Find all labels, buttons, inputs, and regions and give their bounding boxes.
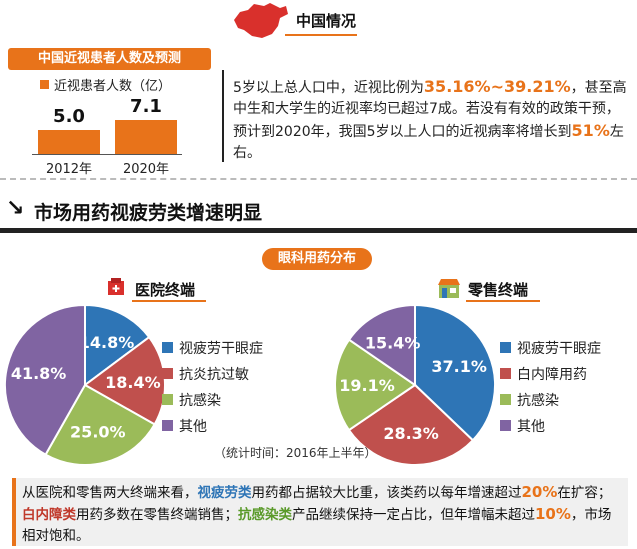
- hospital-legend-swatch-3: [162, 420, 173, 431]
- overview-text: 5岁以上总人口中，近视比例为35.16%~39.21%，甚至高中生和大学生的近视…: [233, 76, 628, 164]
- summary-f: ，市场相对饱和。: [22, 507, 612, 544]
- overview-text-c: 左右。: [233, 124, 624, 161]
- hospital-legend-label-1: 抗炎抗过敏: [179, 367, 249, 383]
- retail-slice-0: [414, 303, 496, 442]
- hospital-legend-label-2: 抗感染: [179, 393, 221, 409]
- retail-legend-label-0: 视疲劳干眼症: [517, 341, 601, 357]
- hospital-slice-3: [4, 303, 86, 456]
- summary-a: 从医院和零售两大终端来看，: [22, 485, 198, 501]
- summary-c: 在扩容；: [557, 485, 612, 501]
- section-title: 市场用药视疲劳类增速明显: [34, 202, 263, 224]
- summary-hl-anti-infection: 抗感染类: [238, 507, 292, 523]
- hospital-legend-label-0: 视疲劳干眼症: [179, 341, 263, 357]
- summary-hl-fatigue: 视疲劳类: [197, 485, 252, 501]
- summary-d: 用药多数在零售终端销售；: [76, 507, 238, 523]
- bar-value-label-0: 5.0: [53, 106, 85, 128]
- hospital-legend-swatch-1: [162, 368, 173, 379]
- summary-b: 用药都占据较大比重，该类药以每年增速超过: [251, 485, 522, 501]
- summary-hl-cataract: 白内障类: [22, 507, 76, 523]
- hospital-slice-2: [44, 383, 156, 466]
- title-underline: [285, 34, 357, 36]
- section-underline: [0, 228, 637, 233]
- forecast-badge: 中国近视患者人数及预测: [8, 48, 211, 70]
- retail-legend-swatch-1: [500, 368, 511, 379]
- retail-slice-2: [334, 338, 417, 432]
- retail-slice-3: [347, 303, 416, 387]
- bar-axis: [32, 154, 182, 155]
- china-map-icon: [234, 3, 288, 38]
- bar-0: [38, 130, 100, 154]
- summary-text: 从医院和零售两大终端来看，视疲劳类用药都占据较大比重，该类药以每年增速超过20%…: [22, 482, 620, 547]
- bar-value-label-1: 7.1: [130, 96, 162, 117]
- retail-value-label-1: 28.3%: [383, 424, 439, 443]
- overview-text-b: ，甚至高中生和大学生的近视率均已超过7成。若没有有效的政策干预，预计到2020年…: [233, 80, 627, 140]
- hospital-terminal-title: 医院终端: [135, 281, 196, 299]
- hospital-value-label-2: 25.0%: [70, 422, 126, 441]
- summary-hl-20: 20%: [521, 483, 558, 501]
- retail-slice-1: [347, 383, 475, 466]
- retail-terminal-title: 零售终端: [468, 281, 529, 299]
- bar-category-label-1: 2020年: [122, 162, 170, 177]
- hospital-legend-label-3: 其他: [179, 419, 207, 435]
- page-title: 中国情况: [296, 12, 357, 30]
- retail-title-underline: [466, 300, 540, 302]
- summary-e: 产品继续保持一定占比，但年增幅未超过: [292, 507, 535, 523]
- hospital-value-label-0: 14.8%: [79, 333, 135, 352]
- distribution-badge: 眼科用药分布: [262, 248, 372, 270]
- retail-legend-label-1: 白内障用药: [517, 367, 587, 383]
- bar-legend-label: 近视患者人数（亿）: [54, 79, 172, 94]
- hospital-icon: [108, 278, 124, 295]
- hospital-pie-chart: 14.8% 18.4% 25.0% 41.8%: [4, 303, 166, 466]
- bar-category-label-0: 2012年: [45, 162, 93, 177]
- retail-pie-chart: 37.1% 28.3% 19.1% 15.4%: [334, 303, 496, 466]
- retail-legend-swatch-2: [500, 394, 511, 405]
- section-divider: [0, 178, 637, 180]
- store-icon: [438, 279, 460, 298]
- overview-text-box: [222, 70, 626, 162]
- hospital-slice-1: [83, 335, 166, 426]
- retail-legend-swatch-0: [500, 342, 511, 353]
- hospital-legend-swatch-0: [162, 342, 173, 353]
- retail-value-label-2: 19.1%: [339, 376, 395, 395]
- retail-legend-label-3: 其他: [517, 419, 545, 435]
- hospital-slice-0: [84, 303, 151, 387]
- myopia-2020-highlight: 51%: [571, 121, 610, 140]
- retail-legend-swatch-3: [500, 420, 511, 431]
- retail-legend-label-2: 抗感染: [517, 393, 559, 409]
- retail-value-label-0: 37.1%: [431, 357, 487, 376]
- legend-swatch: [40, 80, 49, 89]
- arrow-down-right-icon: ↘: [6, 196, 25, 221]
- stat-time-note: （统计时间：2016年上半年）: [214, 446, 377, 460]
- overview-text-a: 5岁以上总人口中，近视比例为: [233, 80, 424, 96]
- bar-1: [115, 120, 177, 154]
- hospital-title-underline: [132, 300, 206, 302]
- summary-box: [12, 478, 628, 546]
- myopia-ratio-highlight: 35.16%~39.21%: [423, 77, 571, 96]
- retail-value-label-3: 15.4%: [365, 334, 421, 353]
- summary-hl-10: 10%: [535, 505, 571, 523]
- hospital-value-label-1: 18.4%: [105, 373, 161, 392]
- hospital-legend-swatch-2: [162, 394, 173, 405]
- hospital-value-label-3: 41.8%: [11, 364, 67, 383]
